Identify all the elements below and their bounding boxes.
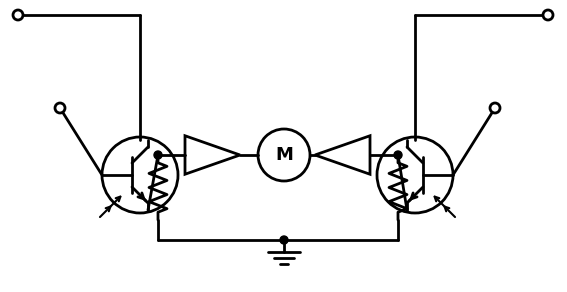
Circle shape <box>154 151 162 159</box>
Text: M: M <box>275 146 293 164</box>
Circle shape <box>490 103 500 113</box>
Circle shape <box>394 151 402 159</box>
Circle shape <box>543 10 553 20</box>
Circle shape <box>55 103 65 113</box>
Circle shape <box>13 10 23 20</box>
Circle shape <box>280 236 288 244</box>
